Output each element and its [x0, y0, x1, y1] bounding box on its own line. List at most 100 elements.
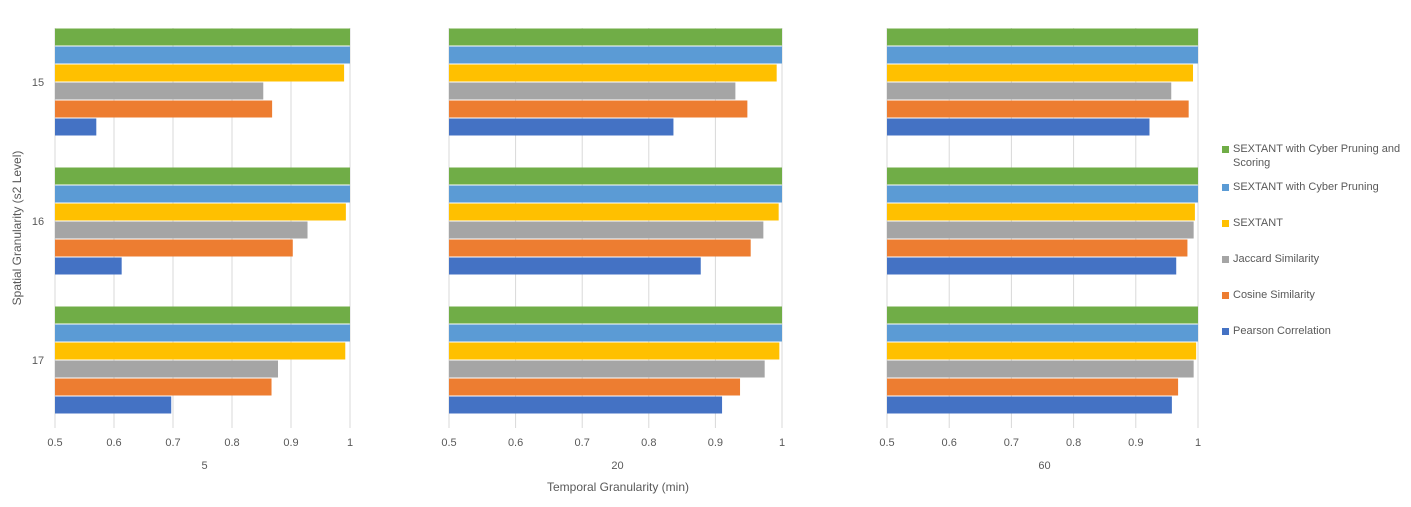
bar-60-17-0	[887, 306, 1198, 324]
x-tick-label-5-3: 0.8	[224, 437, 239, 449]
bar-20-17-5	[449, 396, 723, 414]
bar-5-17-5	[55, 396, 172, 414]
panel-label-5: 5	[201, 460, 207, 472]
bar-5-16-4	[55, 239, 293, 257]
bar-20-17-2	[449, 342, 780, 360]
bar-5-16-5	[55, 257, 122, 275]
legend-label-1: SEXTANT with Cyber Pruning	[1233, 181, 1379, 193]
bar-60-17-3	[887, 360, 1194, 378]
bar-5-17-4	[55, 378, 272, 396]
legend-item-3: Jaccard Similarity	[1222, 252, 1407, 266]
bar-20-17-3	[449, 360, 765, 378]
bar-5-15-4	[55, 100, 273, 118]
bar-20-17-1	[449, 324, 782, 342]
bar-20-16-2	[449, 203, 779, 221]
bar-60-15-1	[887, 46, 1198, 64]
bar-60-16-4	[887, 239, 1188, 257]
x-tick-label-20-4: 0.9	[708, 437, 723, 449]
x-tick-label-20-2: 0.7	[575, 437, 590, 449]
legend-label-4: Cosine Similarity	[1233, 289, 1315, 301]
bar-5-17-3	[55, 360, 279, 378]
bar-20-16-5	[449, 257, 701, 275]
x-tick-label-60-1: 0.6	[942, 437, 957, 449]
y-tick-label-16: 16	[32, 216, 44, 228]
x-tick-label-60-2: 0.7	[1004, 437, 1019, 449]
bar-5-15-1	[55, 46, 350, 64]
bar-5-16-2	[55, 203, 346, 221]
legend-swatch-1	[1222, 184, 1229, 191]
bar-20-15-2	[449, 64, 777, 82]
panel-label-20: 20	[611, 460, 623, 472]
bar-20-15-3	[449, 82, 736, 100]
bar-20-17-4	[449, 378, 741, 396]
bar-60-15-0	[887, 28, 1198, 46]
x-tick-label-20-3: 0.8	[641, 437, 656, 449]
legend-item-1: SEXTANT with Cyber Pruning	[1222, 180, 1407, 194]
y-tick-label-17: 17	[32, 355, 44, 367]
x-tick-label-20-5: 1	[779, 437, 785, 449]
bar-5-15-3	[55, 82, 264, 100]
bar-5-16-3	[55, 221, 308, 239]
bar-5-17-0	[55, 306, 350, 324]
bar-60-16-3	[887, 221, 1194, 239]
x-tick-label-60-3: 0.8	[1066, 437, 1081, 449]
bar-5-15-2	[55, 64, 345, 82]
bar-20-15-4	[449, 100, 748, 118]
legend-swatch-0	[1222, 146, 1229, 153]
legend-swatch-4	[1222, 292, 1229, 299]
x-tick-label-20-1: 0.6	[508, 437, 523, 449]
x-tick-label-60-4: 0.9	[1128, 437, 1143, 449]
x-tick-label-60-0: 0.5	[879, 437, 894, 449]
bar-20-15-1	[449, 46, 782, 64]
legend-label-0: SEXTANT with Cyber Pruning and Scoring	[1233, 143, 1401, 169]
x-tick-label-5-2: 0.7	[165, 437, 180, 449]
chart-legend: SEXTANT with Cyber Pruning and Scoring SE…	[1222, 142, 1407, 338]
y-tick-label-15: 15	[32, 77, 44, 89]
legend-item-5: Pearson Correlation	[1222, 324, 1407, 338]
bar-5-16-0	[55, 167, 350, 185]
bar-5-16-1	[55, 185, 350, 203]
bar-60-15-3	[887, 82, 1172, 100]
bar-20-17-0	[449, 306, 782, 324]
legend-item-4: Cosine Similarity	[1222, 288, 1407, 302]
bar-60-17-4	[887, 378, 1179, 396]
legend-item-0: SEXTANT with Cyber Pruning and Scoring	[1222, 142, 1407, 170]
x-tick-label-5-4: 0.9	[283, 437, 298, 449]
x-tick-label-5-5: 1	[347, 437, 353, 449]
bar-20-16-0	[449, 167, 782, 185]
x-tick-label-20-0: 0.5	[441, 437, 456, 449]
bar-5-15-5	[55, 118, 97, 136]
bar-20-16-4	[449, 239, 751, 257]
bar-60-16-1	[887, 185, 1198, 203]
bar-60-15-5	[887, 118, 1150, 136]
bar-5-17-1	[55, 324, 350, 342]
bar-60-16-5	[887, 257, 1177, 275]
legend-item-2: SEXTANT	[1222, 216, 1407, 230]
bar-5-15-0	[55, 28, 350, 46]
legend-label-5: Pearson Correlation	[1233, 325, 1331, 337]
bar-20-16-1	[449, 185, 782, 203]
legend-swatch-2	[1222, 220, 1229, 227]
x-tick-label-5-1: 0.6	[106, 437, 121, 449]
bar-60-17-1	[887, 324, 1198, 342]
legend-swatch-3	[1222, 256, 1229, 263]
bar-20-15-5	[449, 118, 674, 136]
bar-60-15-2	[887, 64, 1194, 82]
panel-label-60: 60	[1038, 460, 1050, 472]
bar-60-17-2	[887, 342, 1197, 360]
legend-label-3: Jaccard Similarity	[1233, 253, 1320, 265]
bar-20-15-0	[449, 28, 782, 46]
bar-60-15-4	[887, 100, 1189, 118]
x-tick-label-60-5: 1	[1195, 437, 1201, 449]
y-axis-title: Spatial Granularity (s2 Level)	[10, 151, 24, 306]
bar-20-16-3	[449, 221, 764, 239]
bar-60-17-5	[887, 396, 1172, 414]
bar-60-16-2	[887, 203, 1195, 221]
bar-5-17-2	[55, 342, 346, 360]
x-axis-title: Temporal Granularity (min)	[547, 480, 689, 494]
bar-60-16-0	[887, 167, 1198, 185]
x-tick-label-5-0: 0.5	[47, 437, 62, 449]
legend-label-2: SEXTANT	[1233, 217, 1283, 229]
legend-swatch-5	[1222, 328, 1229, 335]
